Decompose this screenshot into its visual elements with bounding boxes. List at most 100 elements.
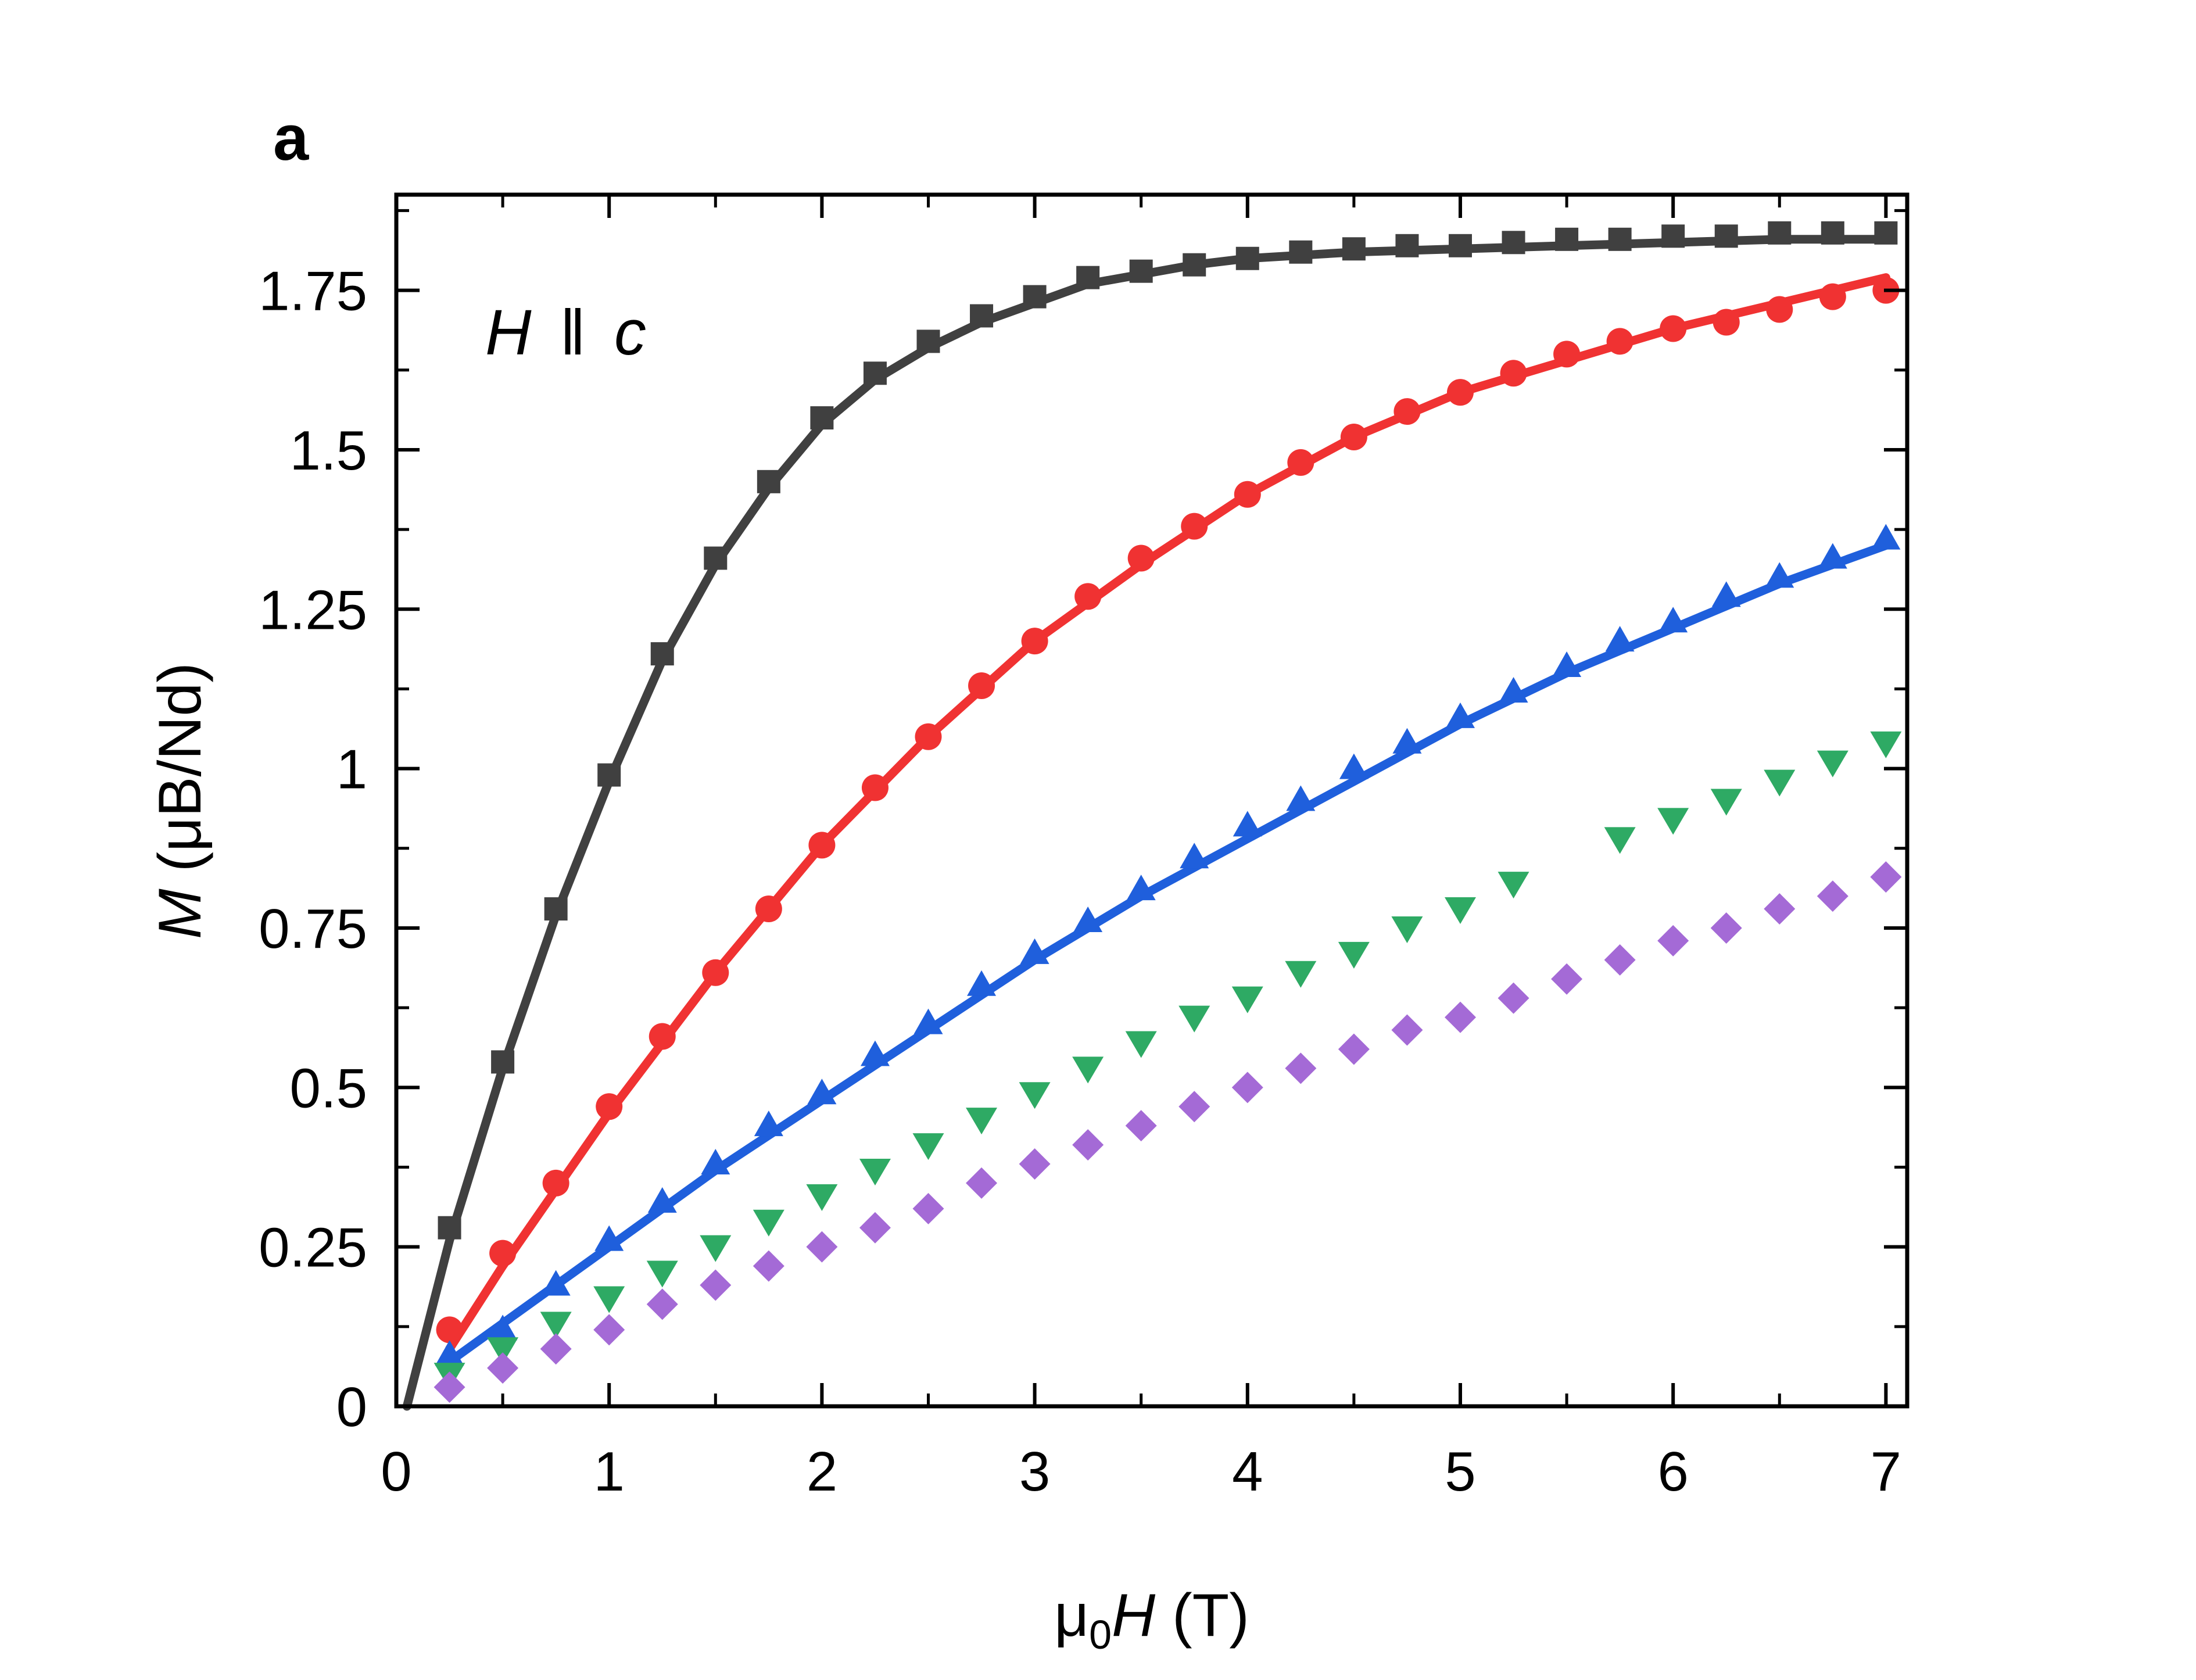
series-1-black-point [1342,237,1366,261]
series-2-red-point [1660,315,1687,342]
series-1-black-point [597,763,621,787]
y-tick-label: 1.5 [290,420,367,482]
annotation-h: H [485,297,532,368]
series-4-green-point [1178,1005,1210,1033]
series-5-purple-point [912,1192,944,1224]
series-5-purple-point [1444,1001,1476,1033]
plot-frame [394,192,1910,1409]
series-2-red-point [808,832,836,859]
series-3-blue-point [488,1314,518,1341]
series-2-red-point [861,774,889,801]
series-1-black-point [650,642,674,666]
series-4-green-point [1444,897,1476,925]
series-5-purple-point [1498,982,1529,1014]
series-5-purple-point [966,1167,998,1199]
y-axis-title-unit: (μB/Nd) [146,662,214,889]
series-4-green-point [593,1286,625,1313]
series-5-purple-point [646,1288,678,1320]
series-2-red-point [1606,328,1633,355]
series-4-green-point [487,1337,519,1364]
series-4-green-point [1338,941,1370,969]
series-5-purple-point [1125,1110,1157,1142]
series-3-blue-point [541,1270,571,1296]
series-1-black-point [1874,221,1898,245]
series-5-purple-point [1817,880,1848,912]
series-3-blue-point [1658,607,1688,633]
series-3-blue-point [1073,907,1103,932]
series-4-green-point [1817,750,1848,778]
x-axis-title-unit: (T) [1155,1582,1249,1649]
x-tick-label: 0 [381,1441,411,1503]
series-1-black-point [1502,231,1525,255]
series-3-blue-point [1552,651,1582,678]
series-4-green-point [912,1133,944,1160]
series-3-blue-point [1180,843,1209,869]
series-2-red-point [1500,360,1527,387]
series-5-purple-point [1391,1014,1423,1046]
series-1-black-point [544,897,568,921]
series-2-red-point [436,1316,463,1344]
series-5-purple-point [1072,1129,1104,1161]
series-5-purple-point [859,1212,891,1244]
series-3-blue-point [647,1187,677,1213]
x-tick-label: 7 [1871,1441,1901,1503]
x-axis-title-var: H [1112,1582,1156,1649]
series-3-blue-point [1445,702,1475,728]
series-1-black-point [491,1050,515,1074]
series-3-blue-point [1818,543,1847,569]
series-3-blue-point [1871,524,1901,550]
series-3-blue-point [701,1149,730,1174]
series-2-red-point [1766,296,1793,323]
series-5-purple-point [1764,893,1796,925]
series-3-blue-point [1339,753,1369,779]
series-3-blue-point [754,1111,783,1137]
series-1-black-point [916,329,940,353]
series-4-green-point [1710,789,1742,816]
series-2-red-point [1553,341,1581,368]
series-2-red-point [1340,424,1367,450]
series-4-green-point [540,1312,572,1339]
series-4-green-point [966,1108,998,1135]
series-2-red-point [649,1023,676,1050]
y-axis-ticks: 0 0.25 0.5 0.75 1 1.25 1.5 1.75 [259,209,1907,1438]
series-4-green-point [753,1209,784,1237]
series-4-green-point [1019,1082,1051,1109]
series-3-blue-point [1392,728,1422,754]
x-axis-title-subscript: 0 [1089,1612,1112,1657]
series-4-green-point [859,1158,891,1185]
series-2-red-point [1074,583,1102,610]
series-3-blue-point [1286,785,1316,811]
series-1-black-point [1821,221,1844,245]
series-2-red-point [1234,481,1261,508]
series-1-black-point [1129,259,1153,283]
series-5-purple-point [434,1371,465,1403]
series-3-blue-point [860,1040,890,1066]
series-2-red-point [915,723,942,750]
series-3-blue-point [807,1079,837,1105]
series-3-blue-point [1233,811,1262,837]
series-5-purple-point [753,1250,784,1282]
series-4-green-point [1498,872,1529,899]
annotation-parallel: ǁ [560,297,586,368]
series-2-red-point [968,672,995,699]
series-2-red-point [1287,449,1314,476]
x-tick-label: 1 [594,1441,625,1503]
series-4-green-point [806,1184,838,1211]
panel-label: a [273,102,309,174]
series-1-black-point [1714,224,1738,248]
series-4-green-point [646,1260,678,1288]
series-1-black-point [438,1216,461,1240]
y-tick-label: 0.75 [259,898,367,960]
series-3-blue-point [1605,626,1635,652]
series-5-purple-point [1019,1148,1051,1180]
series-5-purple-point [1604,944,1636,976]
series-2-red-point [489,1240,517,1267]
series-4-green-point [1391,916,1423,943]
data-markers [434,221,1902,1403]
series-4-green-point [1604,827,1636,854]
x-axis-title-mu: μ [1054,1582,1089,1649]
y-tick-label: 0 [336,1376,367,1438]
series-1-black-point [1661,224,1685,248]
